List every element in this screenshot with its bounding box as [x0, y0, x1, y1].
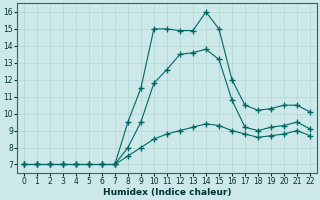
X-axis label: Humidex (Indice chaleur): Humidex (Indice chaleur)	[103, 188, 231, 197]
